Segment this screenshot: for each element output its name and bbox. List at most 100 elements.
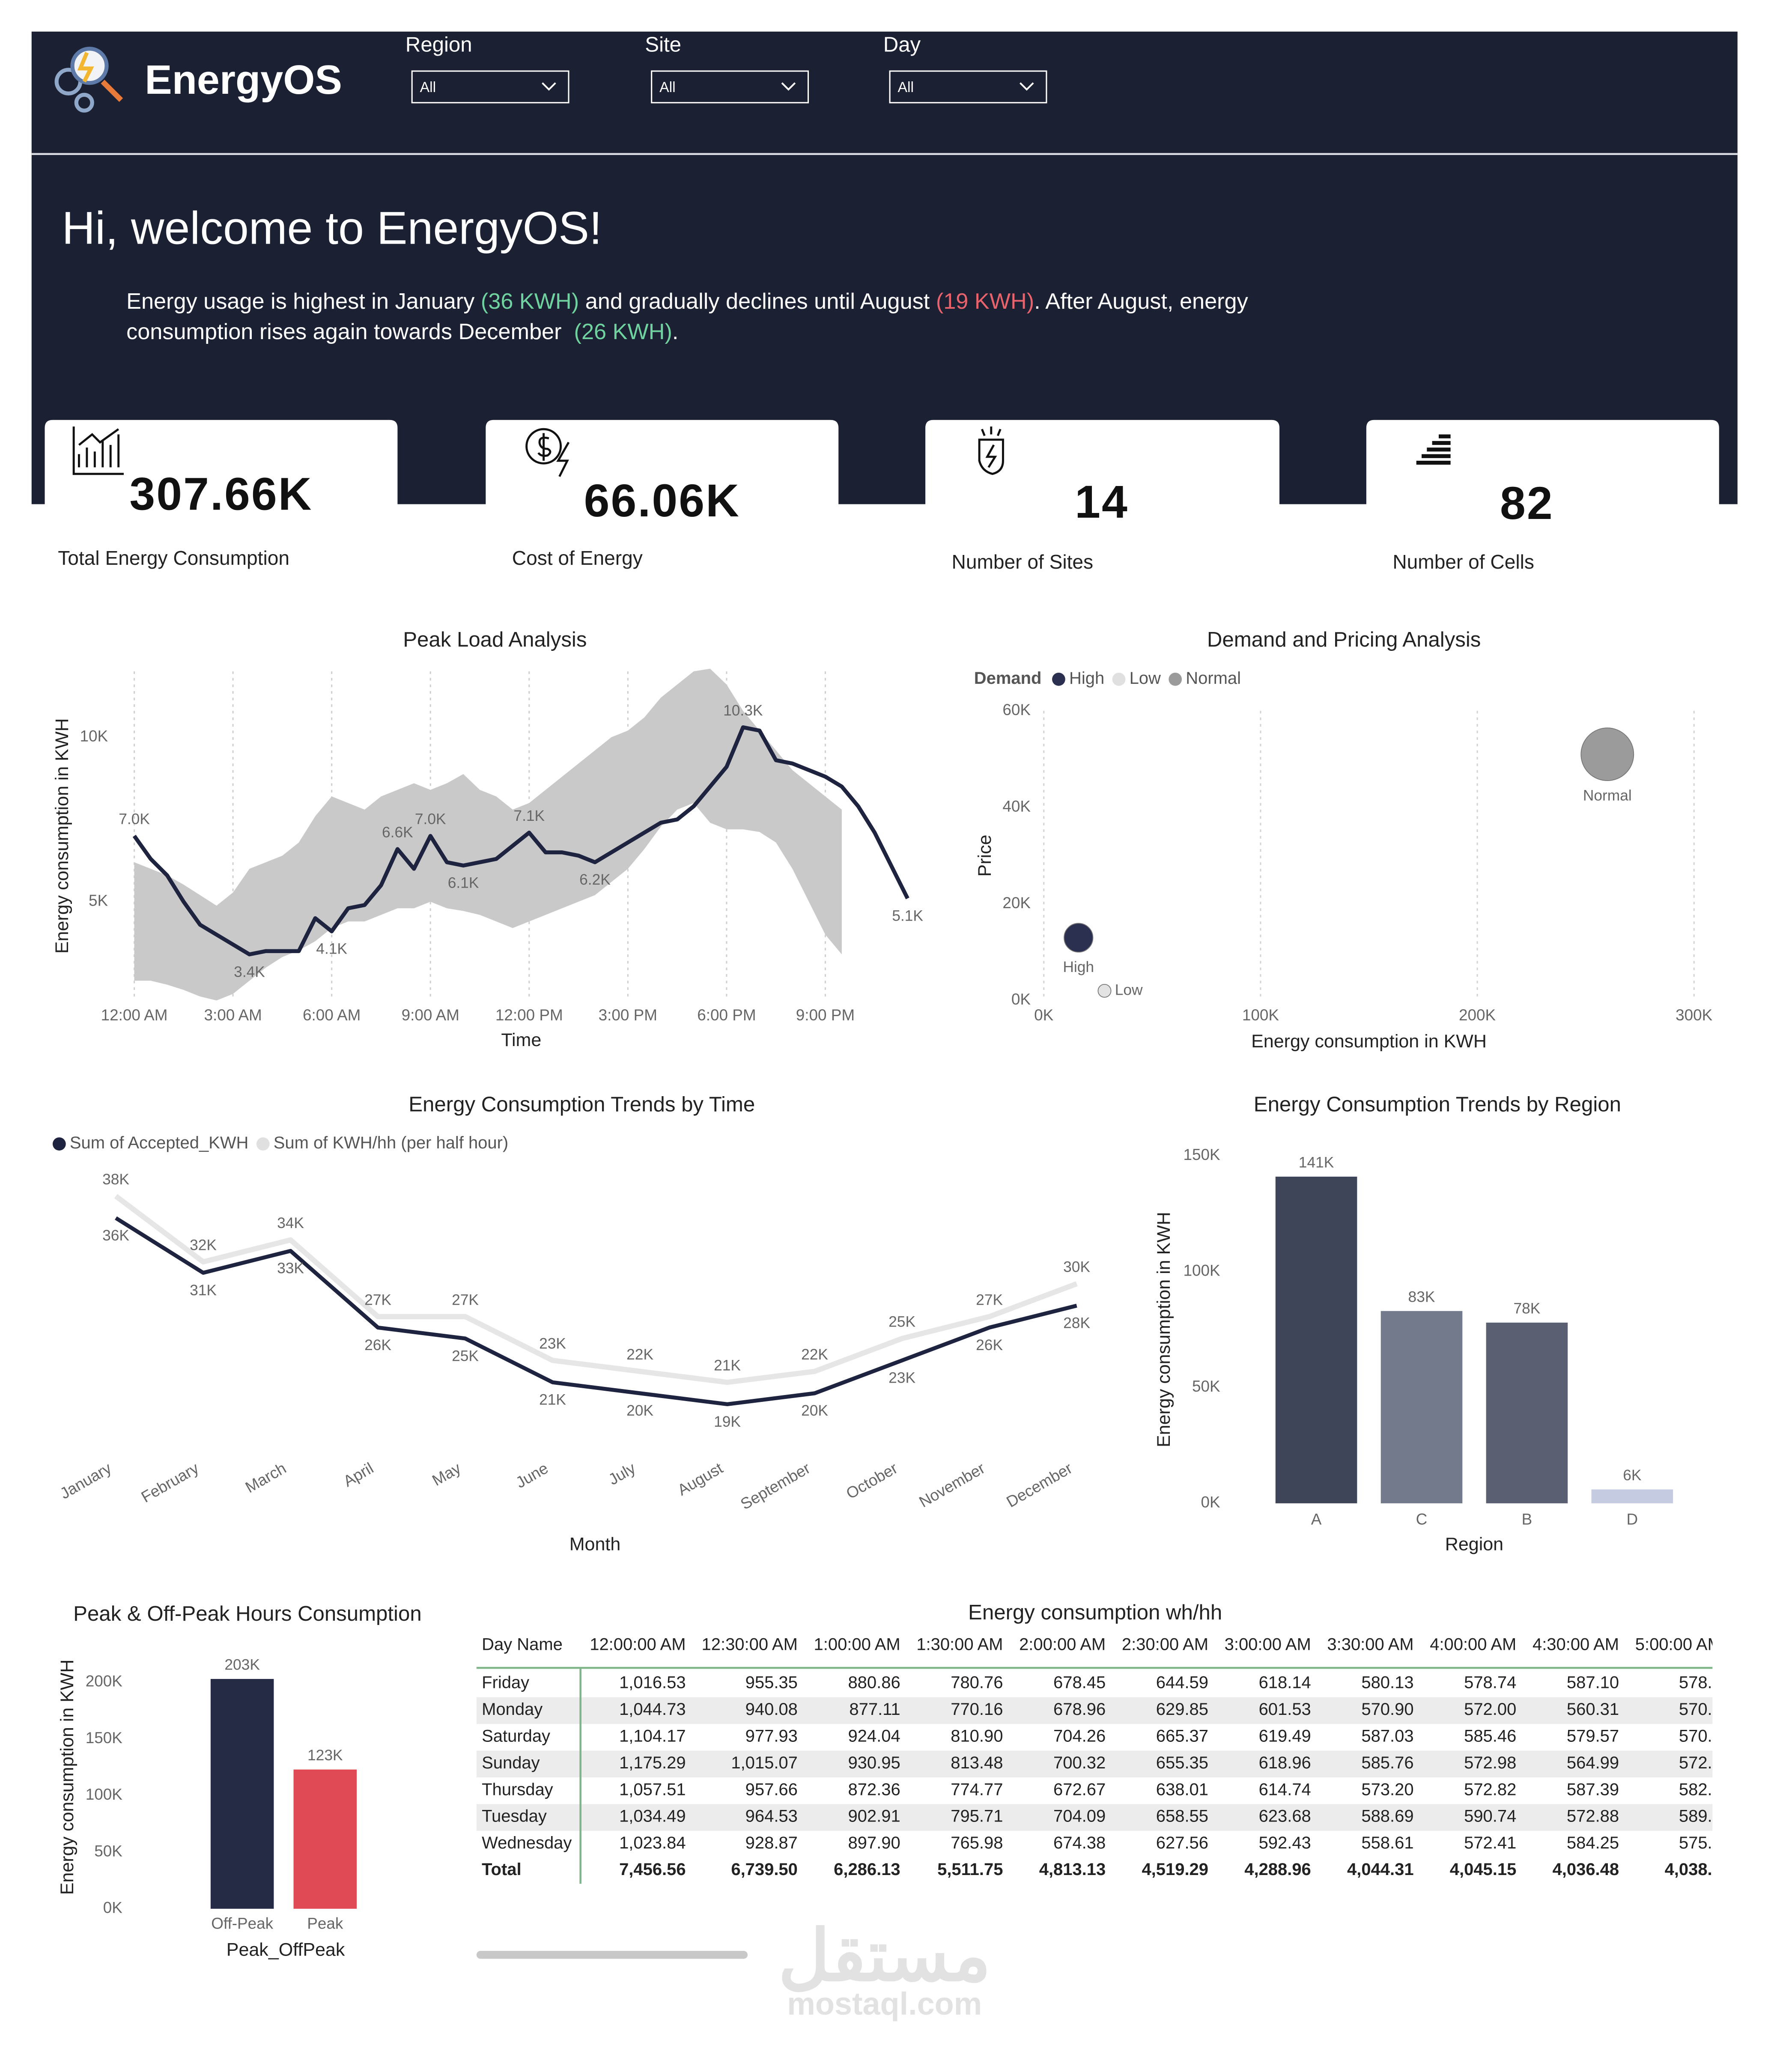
total-cell: 6,739.50 xyxy=(731,1860,798,1879)
table-cell: 765.98 xyxy=(951,1833,1003,1852)
table-cell: 558.61 xyxy=(1361,1833,1413,1852)
x-tick-label: April xyxy=(340,1459,376,1490)
table-cell: 1,034.49 xyxy=(619,1807,686,1826)
table-cell: 627.56 xyxy=(1156,1833,1208,1852)
data-label: 10.3K xyxy=(723,702,763,719)
table-cell: 588.69 xyxy=(1361,1807,1413,1826)
data-label: 30K xyxy=(1063,1259,1090,1276)
legend-marker xyxy=(1169,672,1182,686)
kpi-cards xyxy=(45,420,1719,504)
y-axis-title: Energy consumption in KWH xyxy=(1154,1212,1174,1447)
table-cell: 618.96 xyxy=(1259,1753,1311,1772)
x-tick-label: 9:00 PM xyxy=(796,1006,855,1024)
y-tick-label: 100K xyxy=(1184,1262,1221,1279)
filter-dropdown[interactable] xyxy=(411,70,569,104)
x-tick-label: 300K xyxy=(1676,1006,1713,1024)
dropdown-arrow xyxy=(781,82,796,91)
data-label: 6.2K xyxy=(579,871,611,888)
table-cell: 582.2 xyxy=(1679,1780,1722,1799)
y-tick-label: 150K xyxy=(1184,1146,1221,1163)
data-label: 21K xyxy=(539,1392,566,1408)
logo-text: EnergyOS xyxy=(145,57,342,103)
data-label: 27K xyxy=(364,1291,391,1308)
data-label: 26K xyxy=(976,1337,1003,1354)
table-cell: 1,104.17 xyxy=(619,1726,686,1745)
bar xyxy=(1591,1489,1673,1503)
x-tick-label: C xyxy=(1416,1511,1428,1528)
bubble xyxy=(1580,727,1634,781)
y-tick-label: 60K xyxy=(1002,701,1031,718)
table-cell: 614.74 xyxy=(1259,1780,1311,1799)
table-cell: 672.67 xyxy=(1053,1780,1106,1799)
data-label: 22K xyxy=(626,1346,653,1363)
data-label: 23K xyxy=(539,1336,566,1352)
y-tick-label: 0K xyxy=(1011,990,1031,1008)
x-tick-label: 12:00 AM xyxy=(101,1006,168,1024)
table-cell: 572.98 xyxy=(1464,1753,1516,1772)
table-cell: 592.43 xyxy=(1259,1833,1311,1852)
logo-icon xyxy=(54,47,123,113)
table-cell: 704.09 xyxy=(1053,1807,1106,1826)
table-cell: 572.41 xyxy=(1464,1833,1516,1852)
table-cell: 700.32 xyxy=(1053,1753,1106,1772)
welcome-segment: . After August, energy xyxy=(1034,289,1248,314)
y-tick-label: 20K xyxy=(1002,894,1031,912)
x-axis-title: Time xyxy=(501,1030,541,1050)
table-cell: 573.20 xyxy=(1361,1780,1413,1799)
row-band xyxy=(476,1750,1713,1777)
filter-dropdown[interactable] xyxy=(889,70,1047,104)
x-axis-title: Region xyxy=(1445,1534,1503,1555)
table-cell: 977.93 xyxy=(745,1726,798,1745)
x-tick-label: 100K xyxy=(1242,1006,1279,1024)
table-cell: 658.55 xyxy=(1156,1807,1208,1826)
kpi-label: Cost of Energy xyxy=(512,547,643,569)
data-label: 5.1K xyxy=(892,908,923,924)
y-tick-label: 50K xyxy=(1192,1377,1220,1395)
kpi-label: Number of Cells xyxy=(1392,551,1534,573)
legend-marker xyxy=(1052,672,1065,686)
table-cell: Friday xyxy=(482,1673,529,1692)
y-tick-label: 10K xyxy=(80,727,108,745)
table-cell: 1,023.84 xyxy=(619,1833,686,1852)
column-header: 4:30:00 AM xyxy=(1533,1635,1619,1654)
column-header: 12:00:00 AM xyxy=(590,1635,686,1654)
data-label: 34K xyxy=(277,1215,304,1231)
table-cell: 774.77 xyxy=(951,1780,1003,1799)
column-header: 12:30:00 AM xyxy=(702,1635,798,1654)
table-cell: 623.68 xyxy=(1259,1807,1311,1826)
x-axis-title: Month xyxy=(569,1534,621,1555)
table-cell: 572.4 xyxy=(1679,1753,1722,1772)
bubble xyxy=(1064,923,1094,953)
x-tick-label: 3:00 AM xyxy=(204,1006,262,1024)
table-cell: 618.14 xyxy=(1259,1673,1311,1692)
total-cell: 4,813.13 xyxy=(1039,1860,1106,1879)
x-tick-label: June xyxy=(513,1459,551,1491)
table-cell: 678.45 xyxy=(1053,1673,1106,1692)
data-label: 123K xyxy=(307,1747,343,1764)
y-tick-label: 40K xyxy=(1002,797,1031,815)
total-cell: 4,519.29 xyxy=(1142,1860,1208,1879)
table-cell: Sunday xyxy=(482,1753,540,1772)
data-label: 19K xyxy=(714,1413,741,1430)
scrollbar[interactable] xyxy=(476,1951,748,1959)
watermark: mostaql.com xyxy=(787,1986,982,2021)
table-cell: Tuesday xyxy=(482,1807,547,1826)
total-cell: 6,286.13 xyxy=(834,1860,900,1879)
table-cell: 572.88 xyxy=(1567,1807,1619,1826)
total-cell: 4,036.48 xyxy=(1553,1860,1619,1879)
table-cell: 704.26 xyxy=(1053,1726,1106,1745)
table-cell: 872.36 xyxy=(848,1780,900,1799)
welcome-text: consumption rises again towards December… xyxy=(126,319,678,344)
bubble-label: Normal xyxy=(1583,787,1632,804)
table-cell: 674.38 xyxy=(1053,1833,1106,1852)
y-tick-label: 5K xyxy=(89,892,108,909)
filter-dropdown[interactable] xyxy=(651,70,809,104)
watermark: مستقل xyxy=(778,1917,991,1996)
filter-value: All xyxy=(659,79,676,95)
table-cell: 678.96 xyxy=(1053,1700,1106,1719)
table-cell: 585.76 xyxy=(1361,1753,1413,1772)
table-cell: 575.7 xyxy=(1679,1833,1722,1852)
total-cell: Total xyxy=(482,1860,521,1879)
table-cell: 587.10 xyxy=(1567,1673,1619,1692)
table-cell: 584.25 xyxy=(1567,1833,1619,1852)
